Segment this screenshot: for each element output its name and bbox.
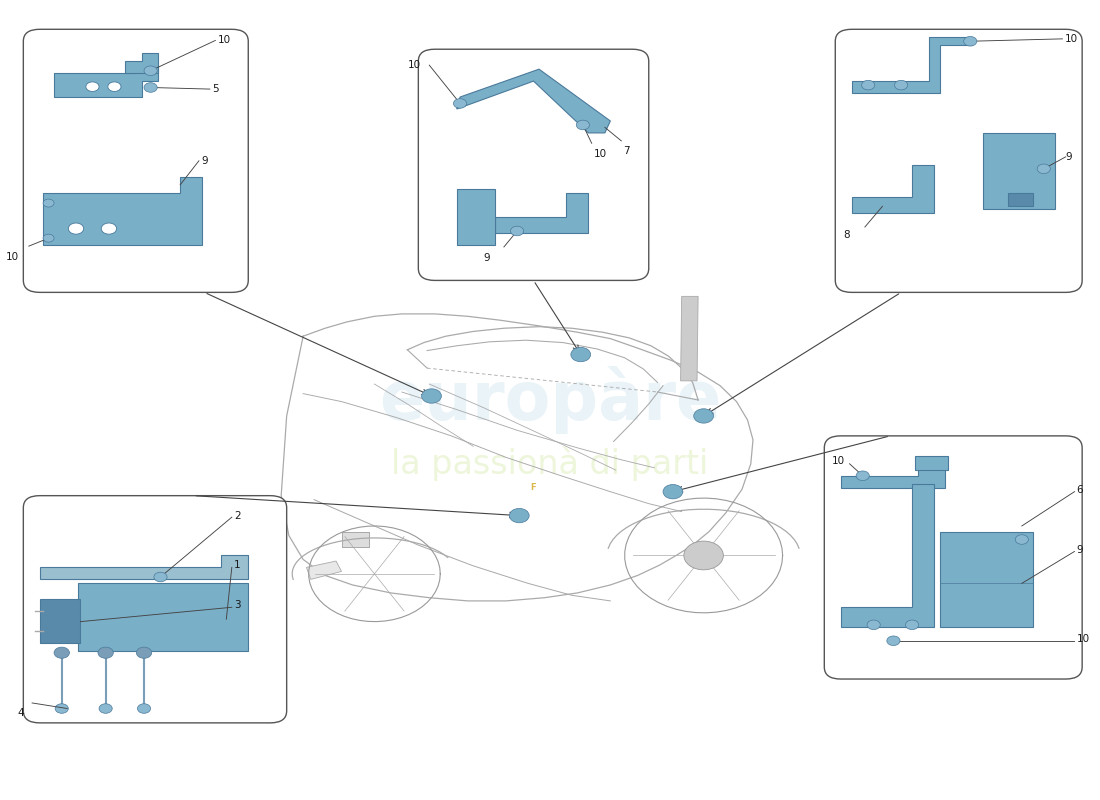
- Circle shape: [99, 704, 112, 714]
- Polygon shape: [840, 468, 945, 488]
- Polygon shape: [495, 193, 588, 233]
- Text: 2: 2: [234, 510, 241, 521]
- Text: 3: 3: [234, 600, 241, 610]
- Circle shape: [663, 485, 683, 499]
- Text: 10: 10: [6, 251, 19, 262]
- Circle shape: [571, 347, 591, 362]
- Polygon shape: [456, 189, 495, 245]
- Text: F: F: [530, 483, 537, 492]
- Polygon shape: [915, 456, 948, 470]
- Circle shape: [108, 82, 121, 91]
- Text: 9: 9: [1077, 545, 1084, 555]
- Polygon shape: [851, 165, 934, 213]
- Circle shape: [1015, 534, 1028, 544]
- Text: 10: 10: [1065, 34, 1078, 44]
- Text: 1: 1: [234, 560, 241, 570]
- Circle shape: [144, 82, 157, 92]
- Circle shape: [856, 471, 869, 481]
- Circle shape: [54, 647, 69, 658]
- Text: europàre: europàre: [378, 366, 722, 434]
- Text: la passionà di parti: la passionà di parti: [392, 446, 708, 481]
- Circle shape: [694, 409, 714, 423]
- Circle shape: [1037, 164, 1050, 174]
- Text: 10: 10: [407, 60, 420, 70]
- Circle shape: [101, 223, 117, 234]
- Circle shape: [43, 199, 54, 207]
- Polygon shape: [43, 177, 202, 245]
- Polygon shape: [125, 54, 158, 73]
- FancyBboxPatch shape: [835, 30, 1082, 292]
- Circle shape: [98, 647, 113, 658]
- Text: 10: 10: [1077, 634, 1090, 644]
- Text: 8: 8: [843, 230, 849, 240]
- Text: 5: 5: [212, 84, 219, 94]
- Text: 4: 4: [18, 707, 24, 718]
- Circle shape: [154, 572, 167, 582]
- Circle shape: [43, 234, 54, 242]
- Circle shape: [861, 80, 875, 90]
- Polygon shape: [78, 583, 249, 651]
- Circle shape: [55, 704, 68, 714]
- Circle shape: [867, 620, 880, 630]
- Text: 9: 9: [483, 253, 490, 263]
- Polygon shape: [40, 599, 80, 643]
- Circle shape: [421, 389, 441, 403]
- Circle shape: [684, 541, 724, 570]
- Text: 10: 10: [218, 35, 231, 46]
- Text: 7: 7: [624, 146, 630, 156]
- Circle shape: [894, 80, 908, 90]
- Text: 6: 6: [1077, 485, 1084, 495]
- Polygon shape: [456, 69, 611, 133]
- Circle shape: [68, 223, 84, 234]
- Polygon shape: [939, 531, 1033, 627]
- FancyBboxPatch shape: [418, 50, 649, 281]
- Text: 10: 10: [594, 150, 607, 159]
- Polygon shape: [341, 531, 368, 547]
- Text: 9: 9: [201, 156, 208, 166]
- Circle shape: [144, 66, 157, 75]
- Circle shape: [905, 620, 918, 630]
- Polygon shape: [40, 555, 249, 579]
- Polygon shape: [840, 484, 934, 627]
- Polygon shape: [1008, 193, 1033, 206]
- Circle shape: [964, 37, 977, 46]
- FancyBboxPatch shape: [23, 30, 249, 292]
- Polygon shape: [983, 133, 1055, 209]
- Polygon shape: [851, 38, 972, 93]
- Circle shape: [576, 120, 590, 130]
- Text: 10: 10: [832, 456, 845, 466]
- Text: 9: 9: [1066, 152, 1072, 162]
- FancyBboxPatch shape: [23, 496, 287, 723]
- FancyBboxPatch shape: [824, 436, 1082, 679]
- Circle shape: [86, 82, 99, 91]
- Circle shape: [136, 647, 152, 658]
- Circle shape: [509, 509, 529, 522]
- Circle shape: [887, 636, 900, 646]
- Polygon shape: [307, 561, 341, 579]
- Circle shape: [510, 226, 524, 236]
- Circle shape: [138, 704, 151, 714]
- Circle shape: [453, 98, 466, 108]
- Polygon shape: [54, 65, 158, 97]
- Polygon shape: [681, 296, 698, 381]
